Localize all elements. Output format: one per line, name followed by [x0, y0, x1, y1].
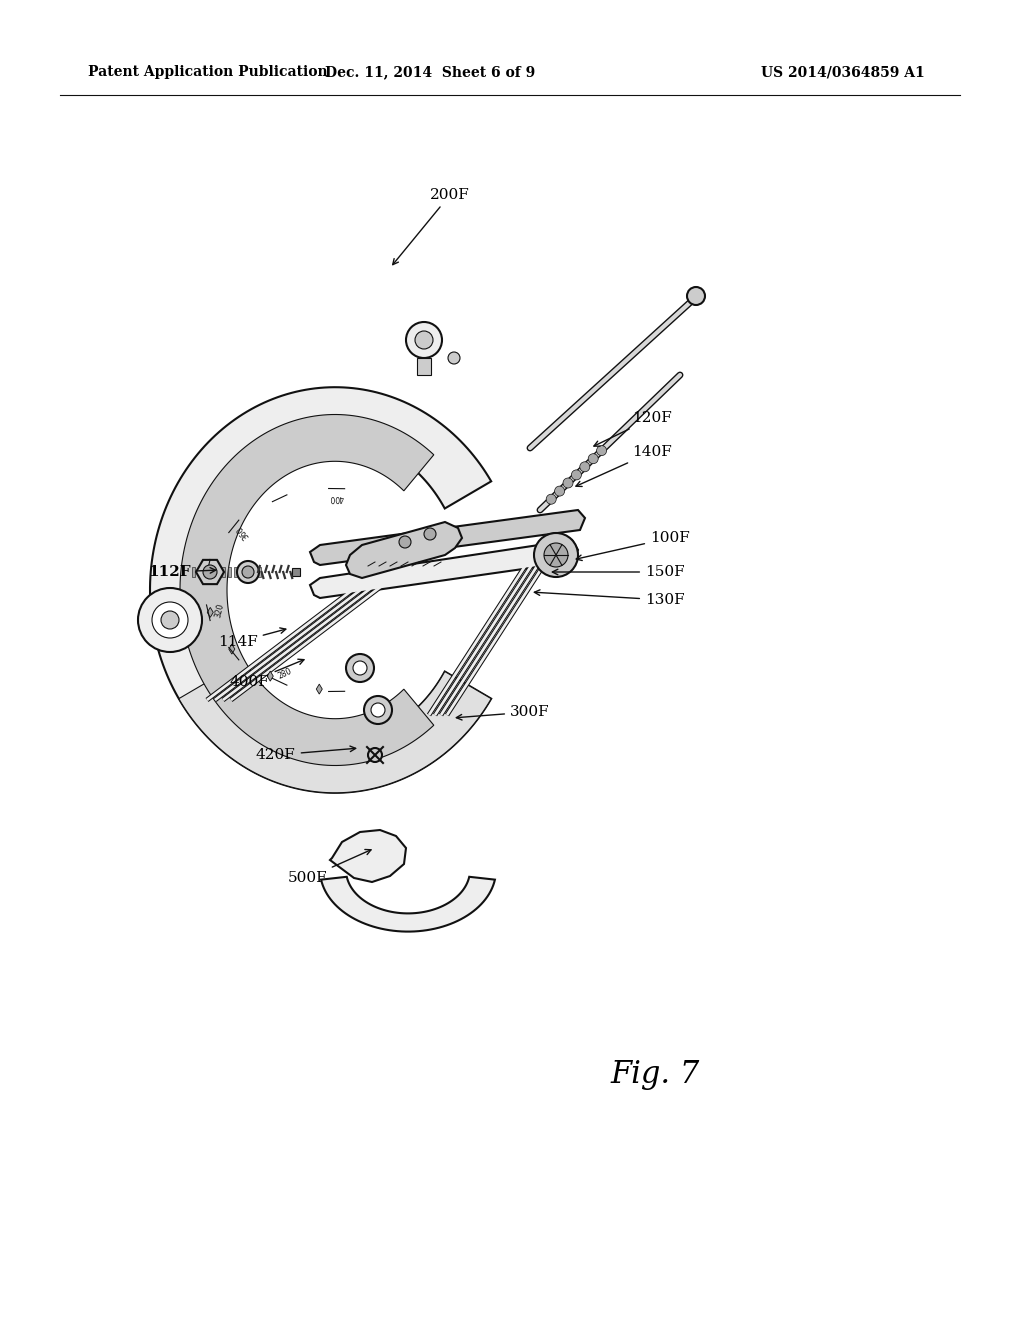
- Circle shape: [406, 322, 442, 358]
- Text: 114F: 114F: [218, 628, 286, 649]
- Circle shape: [364, 696, 392, 723]
- Text: Dec. 11, 2014  Sheet 6 of 9: Dec. 11, 2014 Sheet 6 of 9: [325, 65, 536, 79]
- Text: 420F: 420F: [256, 746, 355, 762]
- Polygon shape: [246, 568, 249, 577]
- Polygon shape: [207, 607, 213, 618]
- Circle shape: [371, 704, 385, 717]
- Polygon shape: [292, 568, 300, 576]
- Text: 400F: 400F: [230, 659, 304, 689]
- Text: US 2014/0364859 A1: US 2014/0364859 A1: [761, 65, 925, 79]
- Text: 280: 280: [276, 667, 293, 680]
- Circle shape: [580, 462, 590, 471]
- Circle shape: [415, 331, 433, 348]
- Circle shape: [424, 528, 436, 540]
- Circle shape: [571, 470, 582, 480]
- Polygon shape: [193, 568, 195, 577]
- Circle shape: [563, 478, 573, 488]
- Polygon shape: [206, 568, 212, 577]
- Polygon shape: [316, 684, 323, 694]
- Text: 360: 360: [236, 524, 251, 541]
- Circle shape: [237, 561, 259, 583]
- Polygon shape: [210, 568, 213, 577]
- Polygon shape: [310, 510, 585, 565]
- Polygon shape: [198, 568, 201, 577]
- Text: 320: 320: [214, 602, 226, 619]
- Text: 400: 400: [329, 494, 344, 503]
- Polygon shape: [258, 568, 261, 577]
- Circle shape: [203, 565, 217, 579]
- Polygon shape: [180, 414, 434, 766]
- Circle shape: [597, 446, 606, 455]
- Polygon shape: [267, 671, 273, 681]
- Circle shape: [544, 543, 568, 568]
- Polygon shape: [234, 568, 237, 577]
- Text: Patent Application Publication: Patent Application Publication: [88, 65, 328, 79]
- Circle shape: [449, 352, 460, 364]
- Text: 130F: 130F: [535, 590, 685, 607]
- Circle shape: [399, 536, 411, 548]
- Circle shape: [242, 566, 254, 578]
- Text: 300F: 300F: [457, 705, 550, 719]
- Polygon shape: [322, 876, 495, 932]
- Polygon shape: [150, 387, 492, 793]
- Circle shape: [161, 611, 179, 630]
- Polygon shape: [252, 568, 255, 577]
- Polygon shape: [204, 568, 207, 577]
- Text: 140F: 140F: [575, 445, 672, 487]
- Polygon shape: [196, 560, 224, 585]
- Polygon shape: [222, 568, 225, 577]
- Circle shape: [353, 661, 367, 675]
- Circle shape: [546, 494, 556, 504]
- Polygon shape: [179, 672, 492, 793]
- Polygon shape: [417, 358, 431, 375]
- Polygon shape: [228, 644, 234, 655]
- Circle shape: [555, 486, 564, 496]
- Text: Fig. 7: Fig. 7: [610, 1060, 699, 1090]
- Circle shape: [152, 602, 188, 638]
- Circle shape: [534, 533, 578, 577]
- Text: 112F: 112F: [148, 565, 216, 579]
- Text: 200F: 200F: [393, 187, 470, 264]
- Polygon shape: [216, 568, 219, 577]
- Circle shape: [368, 748, 382, 762]
- Circle shape: [687, 286, 705, 305]
- Polygon shape: [330, 830, 406, 882]
- Circle shape: [138, 587, 202, 652]
- Polygon shape: [346, 521, 462, 578]
- Polygon shape: [240, 568, 243, 577]
- Text: 500F: 500F: [288, 850, 371, 884]
- Circle shape: [588, 454, 598, 463]
- Text: 100F: 100F: [577, 531, 690, 561]
- Text: 120F: 120F: [594, 411, 672, 446]
- Polygon shape: [310, 540, 578, 598]
- Text: 150F: 150F: [552, 565, 685, 579]
- Circle shape: [346, 653, 374, 682]
- Polygon shape: [228, 568, 231, 577]
